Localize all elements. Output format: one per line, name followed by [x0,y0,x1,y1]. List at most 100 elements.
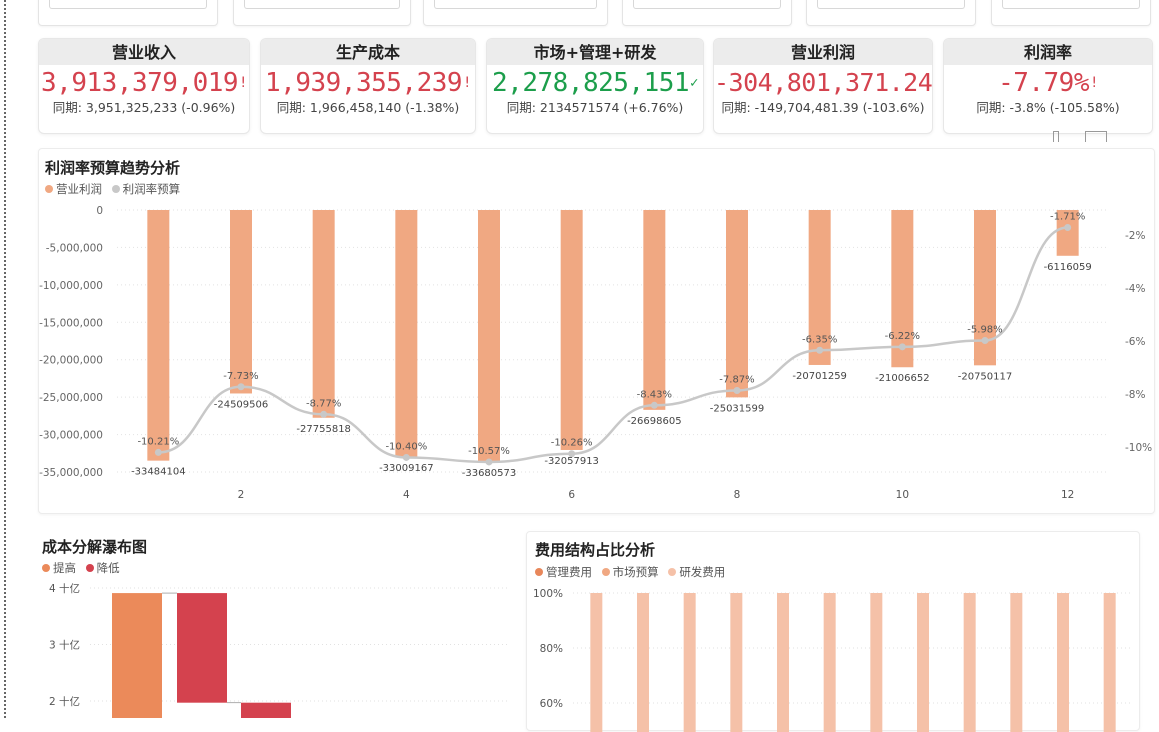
kpi-value-text: -7.79% [998,68,1089,98]
filter-slicer[interactable]: 所有 [991,0,1151,26]
filter-value[interactable]: 所有 [434,0,597,9]
kpi-card-opex: 市场+管理+研发 2,278,825,151✓ 同期: 2134571574 (… [486,38,704,134]
y-axis-left-tick-label: -35,000,000 [39,467,103,479]
x-axis-tick-label: 8 [734,489,741,501]
y-axis-tick-label: 4 十亿 [49,582,80,595]
kpi-value-text: 1,939,355,239 [265,68,463,98]
line-data-label: -7.87% [719,374,754,385]
y-axis-left-tick-label: -20,000,000 [39,355,103,367]
chart-title: 费用结构占比分析 [535,541,656,559]
legend-label: 利润率预算 [122,182,181,196]
line-data-label: -10.40% [385,441,427,452]
y-axis-left-tick-label: -30,000,000 [39,430,103,442]
legend-dot [45,185,53,193]
legend-label: 提高 [53,561,76,575]
line-data-label: -5.98% [967,324,1002,335]
margin-budget-line [158,226,1068,464]
legend-item[interactable]: 研发费用 [668,565,725,579]
legend-dot [42,564,50,572]
margin-point [733,386,741,394]
x-axis-tick-label: 4 [403,489,410,501]
bar-data-label: -20701259 [792,371,847,382]
legend-dot [668,568,677,576]
rd-cost-bar [777,593,789,732]
filter-slicer[interactable]: 所有 [233,0,411,26]
kpi-value-text: 2,278,825,151 [492,68,690,98]
filter-value[interactable]: 2021 [49,0,207,9]
legend-item[interactable]: 市场预算 [601,565,659,579]
rd-cost-bar [823,593,836,732]
bar-data-label: -33680573 [462,468,517,479]
kpi-card-profit-margin: 利润率 -7.79%! 同期: -3.8% (-105.58%) [943,38,1153,134]
x-axis-tick-label: 10 [896,489,909,501]
margin-point [237,383,245,391]
legend-label: 降低 [96,561,120,575]
cost-structure-chart-panel: 费用结构占比分析 管理费用 市场预算 研发费用 100% 80% 60% [526,531,1140,732]
profit-bar [1056,210,1079,256]
margin-point [650,401,658,409]
trend-chart-panel: 利润率预算趋势分析 营业利润 利润率预算 0 -5,000,000 -10,000,… [38,148,1155,514]
focus-mode-icon[interactable] [1053,131,1059,142]
left-border [4,0,6,718]
legend-item[interactable]: 提高 [42,561,76,575]
waterfall-bar [241,702,291,718]
legend-item[interactable]: 营业利润 [45,182,102,196]
filter-value[interactable]: 所有 [244,0,400,9]
trend-chart: 0 -5,000,000 -10,000,000 -15,000,000 -20,000… [39,205,1152,501]
margin-point [898,343,906,351]
y-axis-tick-label: 80% [540,643,563,655]
chart-legend: 营业利润 利润率预算 [45,181,186,197]
kpi-card-production-cost: 生产成本 1,939,355,239! 同期: 1,966,458,140 (-… [260,38,476,134]
y-axis-left-tick-label: -5,000,000 [46,242,103,254]
profit-bar [643,210,666,410]
line-data-label: -10.21% [137,436,179,447]
profit-bar [147,210,170,461]
rd-cost-bar [917,593,929,732]
bar-data-label: -6116059 [1044,262,1092,273]
legend-dot [535,568,543,576]
x-axis-tick-label: 2 [238,489,245,501]
filter-value[interactable]: 所有 [817,0,965,9]
filter-value[interactable]: 所有 [1002,0,1140,9]
kpi-value: -304,801,371.24 [714,65,932,101]
bar-data-label: -33009167 [379,463,434,474]
filter-slicer[interactable]: 所有 [806,0,976,26]
warning-icon: ! [1089,75,1098,91]
bar-data-label: -24509506 [214,399,269,410]
kpi-value-text: -304,801,371.24 [714,68,933,97]
line-data-label: -7.73% [223,371,258,382]
filter-slicer[interactable]: 所有 [622,0,792,26]
legend-item[interactable]: 利润率预算 [111,182,181,196]
rd-cost-bar [683,593,696,732]
filter-year[interactable]: 2021 [38,0,218,26]
legend-item[interactable]: 降低 [85,561,120,575]
kpi-value: 3,913,379,019! [39,65,249,101]
y-axis-left-tick-label: -15,000,000 [39,317,103,329]
margin-point [1064,223,1072,231]
chart-title: 利润率预算趋势分析 [45,159,181,177]
kpi-value: 2,278,825,151✓ [487,65,703,101]
kpi-value: -7.79%! [944,65,1152,101]
line-data-label: -6.35% [802,334,837,345]
legend-label: 市场预算 [612,565,659,579]
y-axis-tick-label: 100% [533,588,563,600]
margin-point [568,450,576,458]
kpi-title: 生产成本 [261,39,475,65]
legend-item[interactable]: 管理费用 [535,565,592,579]
legend-dot [85,564,94,572]
kpi-card-operating-profit: 营业利润 -304,801,371.24 同期: -149,704,481.39… [713,38,933,134]
profit-bar [312,210,335,418]
profit-bar [974,210,996,366]
legend-label: 营业利润 [56,182,102,196]
profit-bar [726,210,748,398]
x-axis-tick-label: 12 [1061,489,1074,501]
warning-icon: ! [239,75,247,91]
margin-point [320,410,328,418]
bar-data-label: -32057913 [544,456,599,467]
y-axis-right-tick-label: -8% [1125,389,1145,401]
filter-value[interactable]: 所有 [633,0,781,9]
rd-cost-bar [1057,593,1069,732]
filter-slicer[interactable]: 所有 [423,0,608,26]
more-options-icon[interactable] [1085,131,1107,142]
y-axis-tick-label: 3 十亿 [49,639,80,652]
